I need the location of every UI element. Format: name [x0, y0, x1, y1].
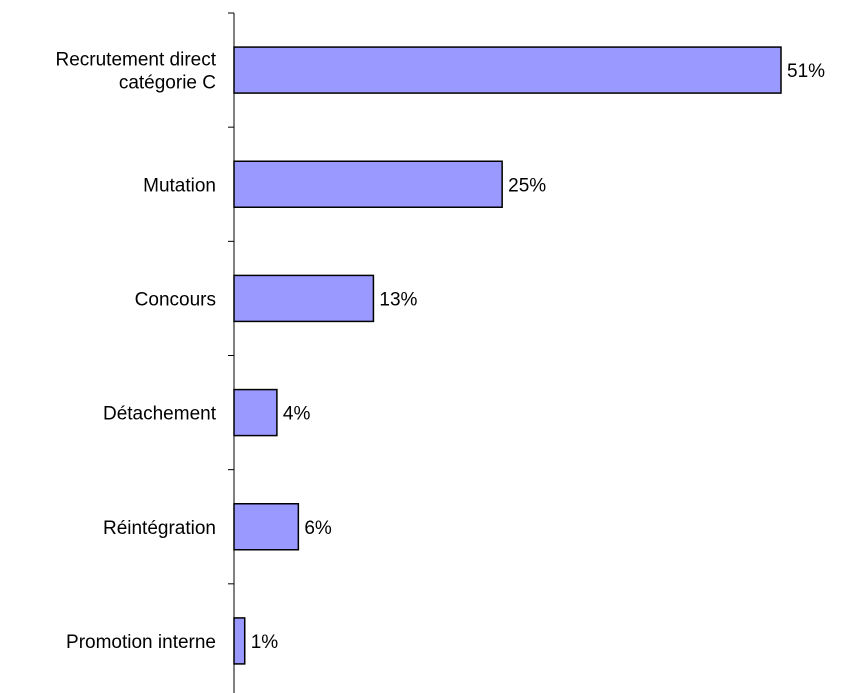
value-label: 6%: [304, 518, 332, 539]
category-label: Recrutement direct: [55, 50, 216, 71]
category-label: Promotion interne: [66, 632, 216, 653]
value-label: 51%: [787, 61, 825, 82]
value-label: 1%: [251, 632, 279, 653]
bar: [233, 388, 278, 437]
category-label: Mutation: [143, 175, 216, 196]
value-label: 13%: [379, 289, 417, 310]
category-label: Détachement: [103, 404, 217, 425]
bar: [233, 160, 503, 208]
bar: [233, 46, 782, 94]
bar: [233, 274, 375, 323]
category-label: catégorie C: [119, 73, 216, 94]
value-label: 25%: [508, 175, 546, 196]
bar: [233, 503, 300, 551]
category-label: Concours: [135, 289, 216, 310]
value-label: 4%: [283, 404, 311, 425]
bars-group: [233, 46, 782, 665]
category-axis: [228, 12, 235, 693]
bar: [233, 617, 246, 665]
category-label: Réintégration: [103, 518, 216, 539]
